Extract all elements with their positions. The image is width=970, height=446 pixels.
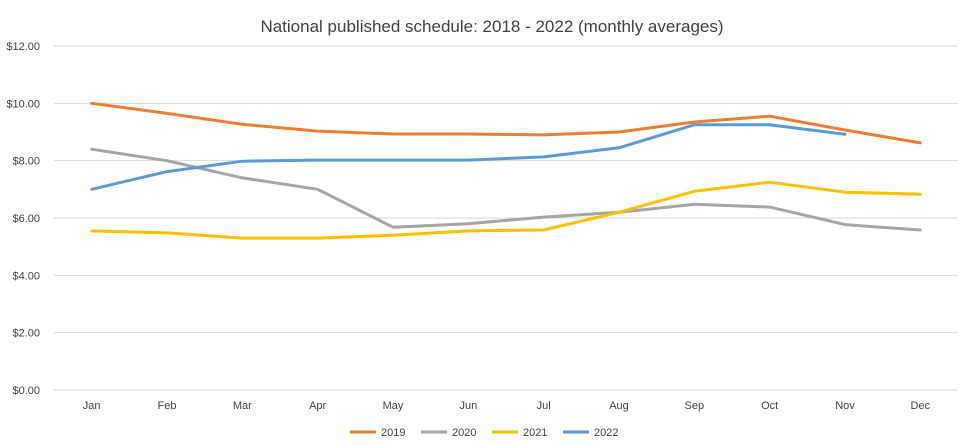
x-tick-label: Dec [911, 400, 931, 412]
y-tick-label: $4.00 [12, 270, 40, 282]
x-tick-label: Jan [83, 400, 101, 412]
legend-label: 2022 [594, 427, 618, 439]
y-axis-ticks: $0.00 $2.00 $4.00 $6.00 $8.00 $10.00 $12.00 [6, 41, 40, 397]
gridlines [54, 45, 958, 391]
x-tick-label: Nov [835, 400, 855, 412]
legend-label: 2019 [381, 427, 405, 439]
x-tick-label: Jul [537, 400, 551, 412]
series-line-2022 [90, 123, 847, 191]
x-tick-label: Mar [233, 400, 252, 412]
series-line-2020 [90, 147, 922, 232]
x-tick-label: Apr [309, 400, 326, 412]
legend-item-2020: 2020 [421, 427, 476, 439]
legend-label: 2020 [452, 427, 476, 439]
x-tick-label: May [383, 400, 404, 412]
legend-item-2019: 2019 [350, 427, 405, 439]
legend-item-2022: 2022 [563, 427, 618, 439]
legend-label: 2021 [523, 427, 547, 439]
x-tick-label: Feb [158, 400, 177, 412]
x-tick-label: Aug [609, 400, 629, 412]
y-tick-label: $8.00 [12, 156, 40, 168]
legend-item-2021: 2021 [492, 427, 547, 439]
x-tick-label: Jun [459, 400, 477, 412]
y-tick-label: $0.00 [12, 385, 40, 397]
y-tick-label: $2.00 [12, 328, 40, 340]
chart-title: National published schedule: 2018 - 2022… [260, 17, 723, 36]
series-line-2021 [90, 180, 922, 240]
x-tick-label: Oct [761, 400, 778, 412]
legend: 2019 2020 2021 2022 [350, 427, 618, 439]
y-tick-label: $10.00 [6, 98, 40, 110]
x-axis-ticks: Jan Feb Mar Apr May Jun Jul Aug Sep Oct Nov Dec [83, 400, 931, 412]
y-tick-label: $12.00 [6, 41, 40, 53]
y-tick-label: $6.00 [12, 213, 40, 225]
x-tick-label: Sep [685, 400, 705, 412]
series-line-2019 [90, 101, 922, 145]
series-lines [90, 101, 922, 240]
